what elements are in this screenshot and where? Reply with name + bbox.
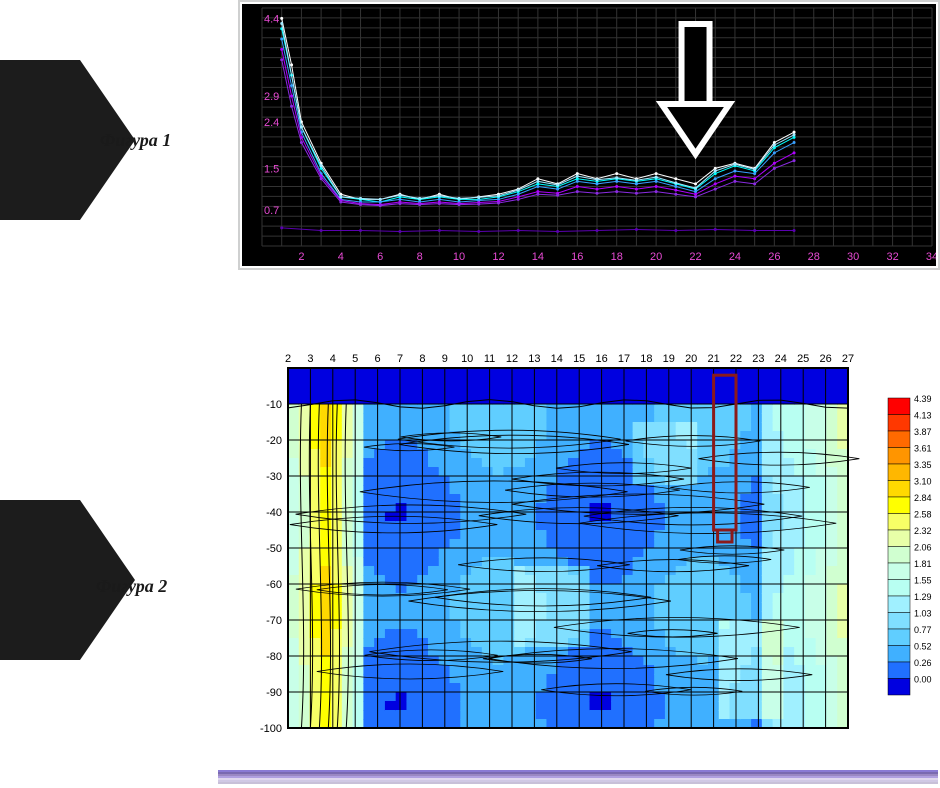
svg-text:3.10: 3.10 — [914, 477, 932, 487]
pointer-fig2 — [0, 500, 80, 660]
svg-text:34: 34 — [926, 251, 936, 263]
svg-text:10: 10 — [461, 353, 473, 365]
svg-text:24: 24 — [775, 353, 787, 365]
label-fig1: Фигура 1 — [100, 130, 171, 151]
svg-text:2.9: 2.9 — [264, 91, 279, 103]
svg-text:26: 26 — [768, 251, 780, 263]
svg-text:30: 30 — [847, 251, 859, 263]
fig1-chart: 2468101214161820222426283032340.71.52.42… — [242, 4, 936, 266]
svg-text:7: 7 — [397, 353, 403, 365]
svg-text:0.7: 0.7 — [264, 205, 279, 217]
svg-text:28: 28 — [808, 251, 820, 263]
svg-text:2: 2 — [285, 353, 291, 365]
svg-text:5: 5 — [352, 353, 358, 365]
svg-text:4: 4 — [338, 251, 344, 263]
svg-text:3.61: 3.61 — [914, 444, 932, 454]
svg-text:1.55: 1.55 — [914, 576, 932, 586]
svg-text:-90: -90 — [266, 687, 282, 699]
svg-text:4: 4 — [330, 353, 336, 365]
svg-text:3.35: 3.35 — [914, 460, 932, 470]
svg-text:12: 12 — [492, 251, 504, 263]
svg-text:23: 23 — [752, 353, 764, 365]
svg-text:2: 2 — [298, 251, 304, 263]
svg-text:1.03: 1.03 — [914, 609, 932, 619]
svg-text:-30: -30 — [266, 471, 282, 483]
svg-text:3.87: 3.87 — [914, 427, 932, 437]
svg-text:0.52: 0.52 — [914, 642, 932, 652]
fig2-chart: 2345678910111213141516171819202122232425… — [238, 348, 938, 748]
svg-text:0.77: 0.77 — [914, 625, 932, 635]
svg-text:32: 32 — [886, 251, 898, 263]
svg-text:1.81: 1.81 — [914, 559, 932, 569]
svg-text:22: 22 — [730, 353, 742, 365]
svg-text:27: 27 — [842, 353, 854, 365]
svg-text:16: 16 — [571, 251, 583, 263]
svg-text:20: 20 — [650, 251, 662, 263]
svg-text:3: 3 — [307, 353, 313, 365]
svg-text:8: 8 — [417, 251, 423, 263]
svg-text:1.5: 1.5 — [264, 163, 279, 175]
page: Фигура 1 2468101214161820222426283032340… — [0, 0, 940, 788]
svg-text:18: 18 — [640, 353, 652, 365]
svg-text:2.32: 2.32 — [914, 526, 932, 536]
label-fig2: Фигура 2 — [96, 576, 167, 597]
svg-text:9: 9 — [442, 353, 448, 365]
svg-text:10: 10 — [453, 251, 465, 263]
svg-text:11: 11 — [484, 353, 495, 365]
svg-text:14: 14 — [532, 251, 544, 263]
svg-text:6: 6 — [377, 251, 383, 263]
svg-text:4.4: 4.4 — [264, 13, 279, 25]
svg-text:21: 21 — [707, 353, 719, 365]
svg-text:0.26: 0.26 — [914, 658, 932, 668]
fig2-container: 2345678910111213141516171819202122232425… — [238, 348, 938, 748]
svg-text:15: 15 — [573, 353, 585, 365]
svg-text:2.06: 2.06 — [914, 543, 932, 553]
svg-text:26: 26 — [819, 353, 831, 365]
svg-text:4.13: 4.13 — [914, 411, 932, 421]
svg-text:16: 16 — [595, 353, 607, 365]
svg-text:-100: -100 — [260, 723, 282, 735]
svg-text:24: 24 — [729, 251, 741, 263]
svg-text:14: 14 — [551, 353, 563, 365]
svg-text:13: 13 — [528, 353, 540, 365]
svg-text:25: 25 — [797, 353, 809, 365]
svg-text:6: 6 — [375, 353, 381, 365]
svg-text:-60: -60 — [266, 579, 282, 591]
svg-text:2.58: 2.58 — [914, 510, 932, 520]
svg-text:17: 17 — [618, 353, 630, 365]
svg-text:22: 22 — [689, 251, 701, 263]
svg-text:4.39: 4.39 — [914, 394, 932, 404]
svg-text:20: 20 — [685, 353, 697, 365]
svg-text:-10: -10 — [266, 399, 282, 411]
svg-text:19: 19 — [663, 353, 675, 365]
noise-strip — [218, 770, 938, 784]
svg-text:-70: -70 — [266, 615, 282, 627]
svg-text:8: 8 — [419, 353, 425, 365]
svg-text:2.4: 2.4 — [264, 117, 279, 129]
svg-text:-50: -50 — [266, 543, 282, 555]
svg-text:12: 12 — [506, 353, 518, 365]
svg-text:18: 18 — [611, 251, 623, 263]
svg-text:2.84: 2.84 — [914, 493, 932, 503]
svg-text:1.29: 1.29 — [914, 592, 932, 602]
pointer-fig1 — [0, 60, 80, 220]
svg-text:-40: -40 — [266, 507, 282, 519]
fig1-frame: 2468101214161820222426283032340.71.52.42… — [238, 0, 940, 270]
svg-text:0.00: 0.00 — [914, 675, 932, 685]
svg-text:-80: -80 — [266, 651, 282, 663]
svg-text:-20: -20 — [266, 435, 282, 447]
